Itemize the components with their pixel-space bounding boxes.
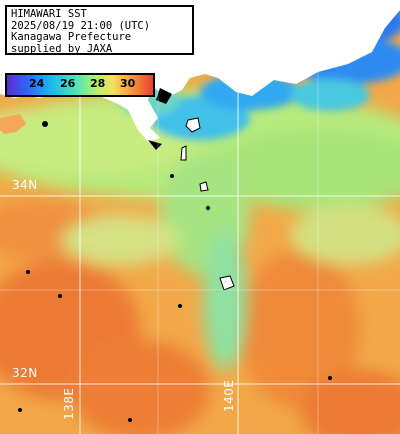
title-line-3: Kanagawa Prefecture [11,31,132,43]
colorbar-tick-26: 26 [60,77,76,90]
colorbar-tick-24: 24 [29,77,45,90]
graticule [0,70,400,434]
colorbar-tick-28: 28 [90,77,106,90]
colorbar-tick-30: 30 [120,77,136,90]
lat-label-34n: 34N [12,178,38,192]
lon-label-140e: 140E [222,379,236,413]
title-line-4: supplied by JAXA [11,42,113,55]
title-line-1: HIMAWARI SST [11,8,87,20]
colorbar: 24 26 28 30 [5,73,155,97]
title-line-2: 2025/08/19 21:00 (UTC) [11,19,151,32]
lat-label-32n: 32N [12,366,38,380]
lon-label-138e: 138E [62,387,76,421]
title-box: HIMAWARI SST 2025/08/19 21:00 (UTC) Kanaga… [5,5,194,55]
